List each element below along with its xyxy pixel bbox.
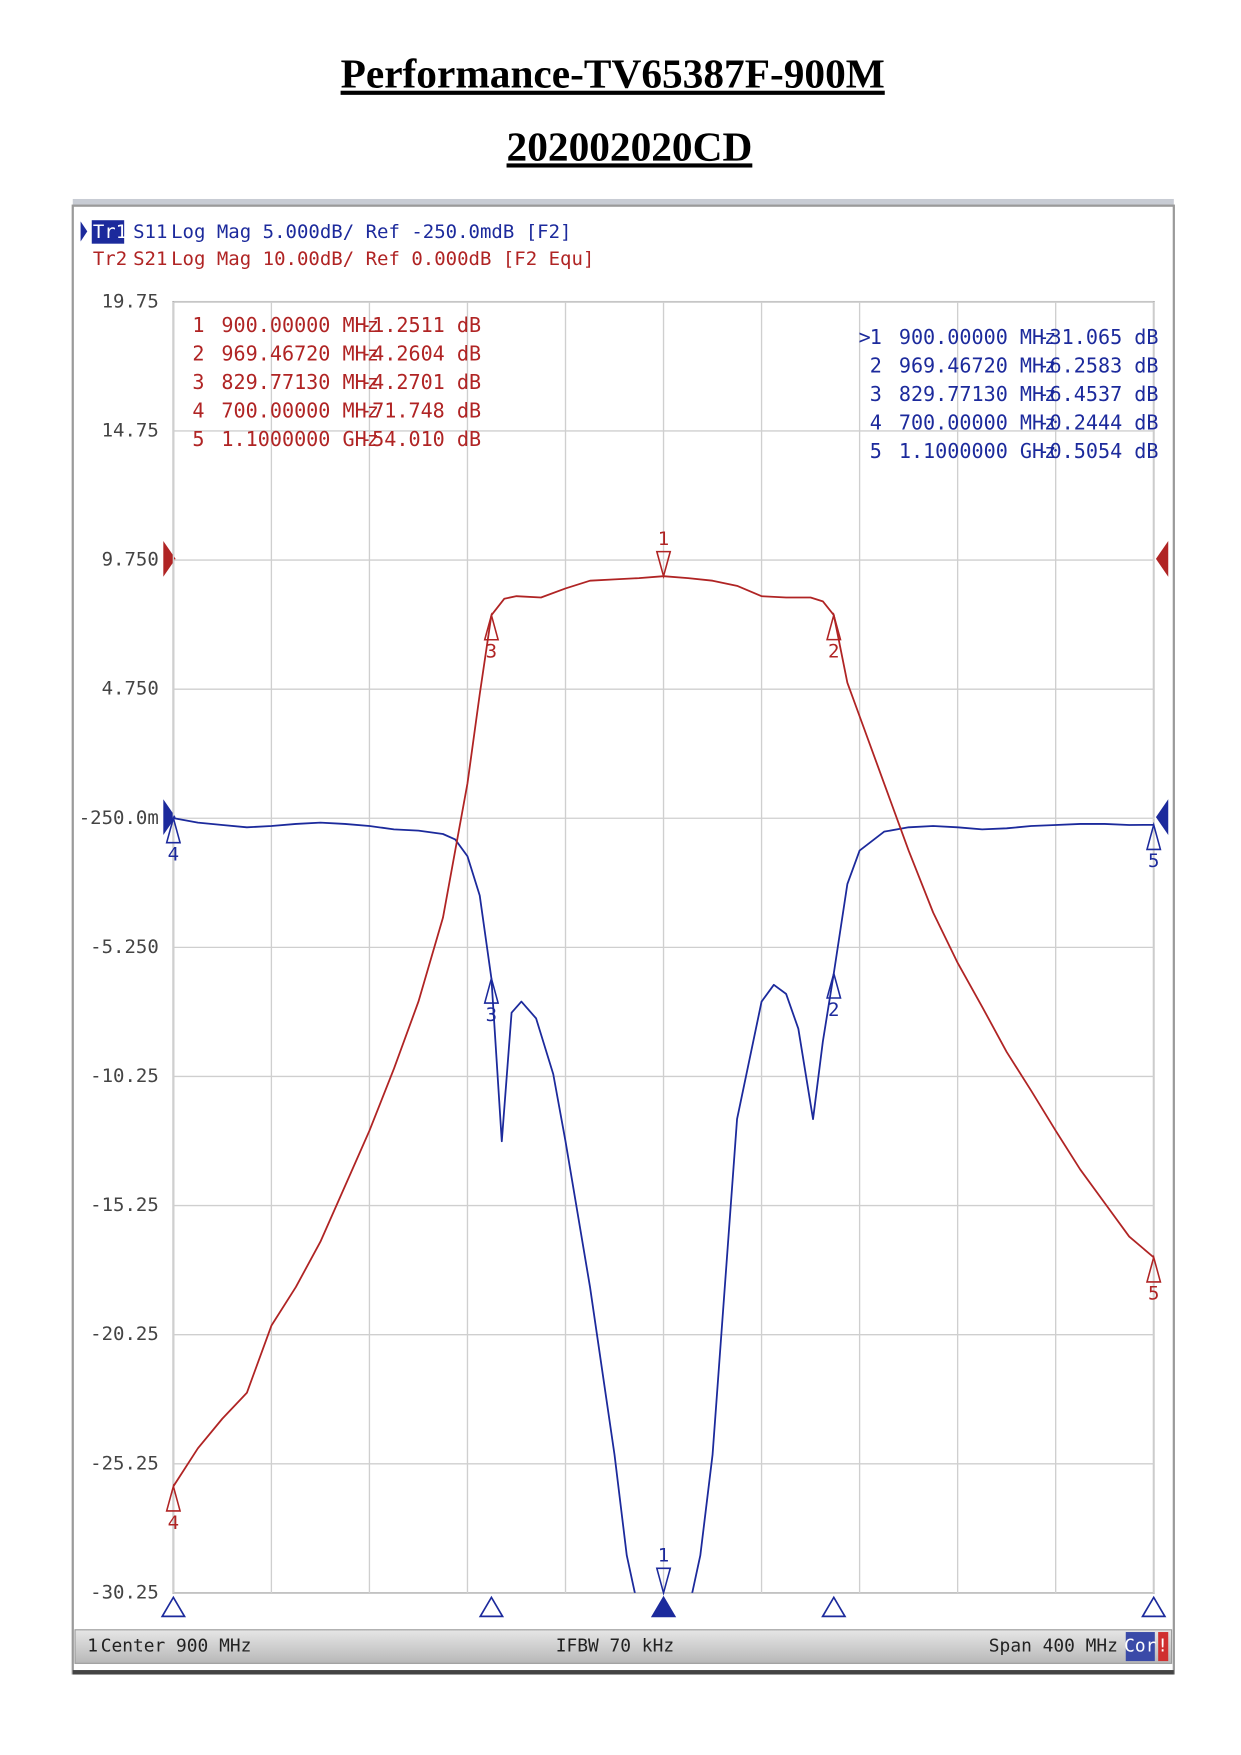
legend-series-name: S11 <box>133 221 167 243</box>
alert-box <box>1158 1632 1169 1662</box>
y-tick-label: 9.750 <box>102 549 159 571</box>
active-trace-arrow <box>80 221 88 242</box>
marker-label: 5 <box>1148 1283 1159 1305</box>
marker-number: 5 <box>870 439 882 463</box>
y-tick-label: -5.250 <box>90 936 159 958</box>
marker-value: -0.5054 dB <box>1037 439 1158 463</box>
marker-number: 2 <box>192 341 204 365</box>
marker-value: -0.2444 dB <box>1037 411 1158 435</box>
marker-number: 3 <box>192 370 204 394</box>
status-channel: 1 <box>87 1636 98 1657</box>
marker-value: -4.2604 dB <box>360 341 481 365</box>
marker-frequency: 829.77130 MHz <box>899 382 1056 406</box>
stimulus-marker <box>160 1595 187 1618</box>
marker-frequency: 900.00000 MHz <box>899 325 1056 349</box>
legend-series-name: S21 <box>133 248 167 270</box>
status-span: Span 400 MHz <box>989 1636 1118 1657</box>
marker-number: 3 <box>870 382 882 406</box>
marker-label: 4 <box>168 843 179 865</box>
marker-value: -4.2701 dB <box>360 370 481 394</box>
marker-frequency: 969.46720 MHz <box>221 341 378 365</box>
marker-label: 3 <box>486 1004 497 1026</box>
marker-number: 2 <box>870 354 882 378</box>
cor-box <box>1125 1632 1155 1662</box>
marker-label: 2 <box>828 640 839 662</box>
marker-triangle <box>826 612 842 641</box>
marker-value: -6.2583 dB <box>1037 354 1158 378</box>
ref-arrow-left-s11 <box>163 799 176 836</box>
marker-frequency: 700.00000 MHz <box>221 398 378 422</box>
marker-triangle <box>483 975 500 1004</box>
y-tick-label: 14.75 <box>102 419 159 441</box>
marker-number: 1 <box>870 325 882 349</box>
status-center: Center 900 MHz <box>101 1636 252 1657</box>
y-tick-label: -10.25 <box>90 1065 159 1087</box>
active-marker-symbol: > <box>859 325 871 349</box>
trace-format: Log Mag 10.00dB/ Ref 0.000dB [F2 Equ] <box>171 248 594 270</box>
marker-frequency: 1.1000000 GHz <box>899 439 1056 463</box>
y-tick-label: 4.750 <box>102 678 159 700</box>
marker-number: 5 <box>192 427 204 451</box>
stimulus-marker <box>821 1595 847 1618</box>
marker-frequency: 1.1000000 GHz <box>221 427 378 451</box>
marker-frequency: 829.77130 MHz <box>221 370 378 394</box>
ref-arrow-right-s11 <box>1155 799 1169 836</box>
y-tick-label: -250.0m <box>79 807 159 829</box>
doc-title: Performance-TV65387F-900M <box>341 51 885 97</box>
marker-label: 5 <box>1148 850 1159 872</box>
marker-triangle <box>655 1567 672 1596</box>
ref-arrow-left-s21 <box>163 541 176 577</box>
status-ifbw: IFBW 70 kHz <box>556 1636 674 1657</box>
status-alert: ! <box>1157 1636 1168 1657</box>
marker-label: 3 <box>486 641 497 663</box>
status-cor: Cor <box>1124 1636 1157 1657</box>
marker-triangle <box>165 1483 182 1512</box>
stimulus-marker <box>650 1595 677 1618</box>
doc-subtitle: 202002020CD <box>507 123 753 169</box>
marker-label: 4 <box>168 1512 179 1534</box>
marker-value: -1.2511 dB <box>360 313 481 337</box>
marker-label: 1 <box>658 528 669 550</box>
marker-frequency: 969.46720 MHz <box>899 354 1056 378</box>
marker-triangle <box>1145 821 1162 851</box>
marker-number: 4 <box>870 411 882 435</box>
trace-format: Log Mag 5.000dB/ Ref -250.0mdB [F2] <box>171 221 571 243</box>
marker-label: 2 <box>828 999 839 1021</box>
active-trace-box <box>91 220 125 244</box>
status-bar <box>74 1629 1173 1664</box>
window-top-bar <box>72 198 1174 206</box>
screen-bottom-edge <box>72 1670 1174 1675</box>
marker-value: -54.010 dB <box>360 427 481 451</box>
y-tick-label: -20.25 <box>90 1323 159 1345</box>
stimulus-marker <box>478 1595 505 1618</box>
marker-label: 1 <box>658 1545 669 1567</box>
stimulus-marker <box>1141 1595 1167 1618</box>
marker-frequency: 900.00000 MHz <box>221 313 378 337</box>
y-tick-label: -30.25 <box>90 1581 159 1603</box>
marker-value: -71.748 dB <box>360 398 481 422</box>
trace-id: Tr2 <box>93 248 127 270</box>
marker-triangle <box>826 970 842 999</box>
marker-number: 1 <box>192 313 204 337</box>
marker-value: -31.065 dB <box>1037 325 1158 349</box>
marker-triangle <box>483 612 500 641</box>
marker-value: -6.4537 dB <box>1037 382 1158 406</box>
ref-arrow-right-s21 <box>1155 541 1169 577</box>
trace-id: Tr1 <box>93 221 127 243</box>
screen-frame <box>71 204 1175 1675</box>
y-tick-label: -15.25 <box>90 1194 159 1216</box>
marker-triangle <box>165 815 182 844</box>
y-tick-label: -25.25 <box>90 1452 159 1474</box>
marker-number: 4 <box>192 398 204 422</box>
marker-triangle <box>655 550 672 580</box>
marker-frequency: 700.00000 MHz <box>899 411 1056 435</box>
trace-line <box>173 817 1154 1593</box>
marker-triangle <box>1145 1254 1162 1283</box>
y-tick-label: 19.75 <box>102 290 159 312</box>
